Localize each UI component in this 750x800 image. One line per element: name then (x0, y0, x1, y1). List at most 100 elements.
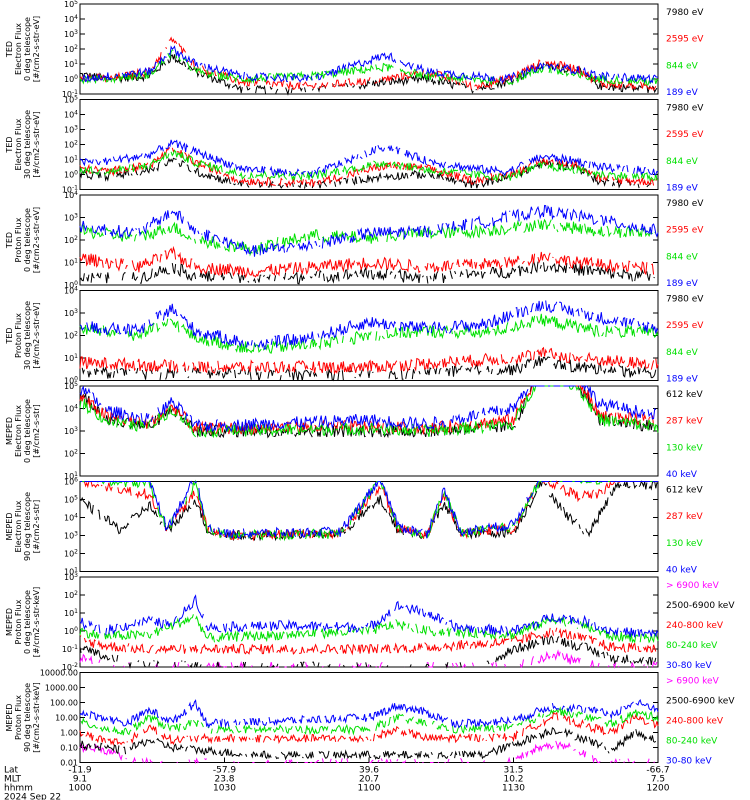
legend-entry: 30-80 keV (666, 661, 712, 671)
legend-entry: 189 eV (666, 88, 699, 98)
y-axis-label: Proton Flux (14, 599, 23, 644)
legend-entry: 2500-6900 keV (666, 697, 735, 707)
y-tick-label: 102 (64, 331, 78, 341)
legend-entry: 2595 eV (666, 130, 704, 140)
y-tick-label: 105 (64, 495, 78, 505)
legend-entry: 287 keV (666, 417, 703, 427)
series-line-red (82, 480, 658, 542)
series-line-green (79, 218, 657, 257)
series-line-blue (79, 300, 659, 350)
y-tick-label: 103 (64, 531, 78, 541)
y-axis-label: Electron Flux (14, 405, 23, 457)
legend-entry: 240-800 keV (666, 621, 724, 631)
y-axis-label: Proton Flux (14, 313, 23, 358)
x-tick-label: 31.5 (503, 766, 523, 776)
y-tick-label: 103 (64, 426, 78, 436)
y-tick-label: 102 (64, 44, 78, 54)
series-line-blue (81, 45, 659, 85)
y-axis-label: [#/cm2-s-str-keV] (32, 587, 41, 658)
legend-entry: 7980 eV (666, 8, 704, 18)
y-tick-label: 101 (64, 59, 78, 69)
legend-entry: 30-80 keV (666, 757, 712, 767)
legend-entry: 7980 eV (666, 295, 704, 305)
y-tick-label: 103 (64, 29, 78, 39)
y-axis-label: [#/cm2-s-str-eV] (32, 207, 41, 273)
series-line-red (79, 711, 659, 746)
y-axis-label: Proton Flux (14, 695, 23, 740)
y-tick-label: 1.00 (60, 729, 78, 738)
y-axis-label: 30 deg telescope (23, 110, 32, 179)
x-tick-label: 10.2 (503, 775, 523, 785)
y-tick-label: 10-1 (62, 185, 78, 195)
legend-entry: 189 eV (666, 279, 699, 289)
x-tick-label: 1100 (358, 784, 381, 794)
y-axis-label: Proton Flux (14, 217, 23, 262)
y-tick-label: 103 (64, 125, 78, 135)
y-tick-label: 10-2 (62, 662, 78, 672)
y-tick-label: 104 (64, 404, 78, 414)
legend-entry: 7980 eV (666, 104, 704, 114)
y-tick-label: 100.00 (50, 699, 78, 708)
y-tick-label: 1000.00 (45, 684, 78, 693)
y-axis-label: Electron Flux (14, 23, 23, 75)
y-axis-label: TED (5, 41, 14, 58)
panel-frame (79, 576, 659, 668)
legend-entry: 2500-6900 keV (666, 601, 735, 611)
x-row-label: hhmm (4, 784, 33, 794)
legend-entry: 80-240 keV (666, 737, 718, 747)
legend-entry: 2595 eV (666, 35, 704, 45)
y-axis-label: TED (5, 232, 14, 249)
legend-entry: 612 keV (666, 486, 703, 496)
y-axis-label: MEPED (5, 417, 14, 445)
legend-entry: 612 keV (666, 390, 703, 400)
y-tick-label: 102 (64, 590, 78, 600)
y-tick-label: 101 (64, 567, 78, 577)
y-tick-label: 100 (64, 170, 78, 180)
y-tick-label: 104 (64, 286, 78, 296)
x-tick-label: 1030 (213, 784, 236, 794)
x-tick-label: 39.6 (359, 766, 379, 776)
y-tick-label: 103 (64, 308, 78, 318)
legend-entry: 40 keV (666, 566, 698, 576)
y-axis-label: 0 deg telescope (23, 208, 32, 272)
legend-entry: > 6900 keV (666, 677, 720, 687)
legend-entry: 40 keV (666, 470, 698, 480)
y-axis-label: TED (5, 327, 14, 344)
legend-entry: 130 keV (666, 443, 703, 453)
y-axis-label: [#/cm2-s-str] (32, 500, 41, 553)
y-tick-label: 102 (64, 235, 78, 245)
y-tick-label: 103 (64, 213, 78, 223)
y-tick-label: 102 (64, 549, 78, 559)
y-tick-label: 101 (64, 258, 78, 268)
y-tick-label: 106 (64, 477, 78, 487)
x-tick-label: 1130 (502, 784, 525, 794)
y-tick-label: 100 (64, 74, 78, 84)
y-axis-label: 90 deg telescope (23, 683, 32, 752)
legend-entry: 844 eV (666, 157, 699, 167)
y-tick-label: 10000.00 (40, 669, 78, 678)
series-line-green (79, 313, 659, 354)
legend-entry: 240-800 keV (666, 717, 724, 727)
panel-frame (79, 481, 659, 572)
x-tick-label: 9.1 (73, 775, 87, 785)
series-line-black (79, 54, 658, 96)
x-row-label: Lat (4, 766, 19, 776)
y-axis-label: [#/cm2-s-str-eV] (32, 16, 41, 82)
y-axis-label: [#/cm2-s-str-eV] (32, 302, 41, 368)
x-row-label: MLT (4, 775, 22, 785)
y-tick-label: 104 (64, 513, 78, 523)
series-line-blue (79, 594, 659, 638)
series-line-green (79, 614, 659, 644)
y-tick-label: 101 (64, 608, 78, 618)
y-tick-label: 101 (64, 471, 78, 481)
x-tick-label: 1200 (647, 784, 670, 794)
legend-entry: 844 eV (666, 348, 699, 358)
y-tick-label: 10-1 (62, 89, 78, 99)
series-line-magenta (79, 649, 658, 669)
legend-entry: 844 eV (666, 61, 699, 71)
y-axis-label: 30 deg telescope (23, 301, 32, 370)
y-axis-label: Electron Flux (14, 118, 23, 170)
y-tick-label: 0.01 (60, 759, 78, 768)
series-line-black (80, 386, 658, 437)
